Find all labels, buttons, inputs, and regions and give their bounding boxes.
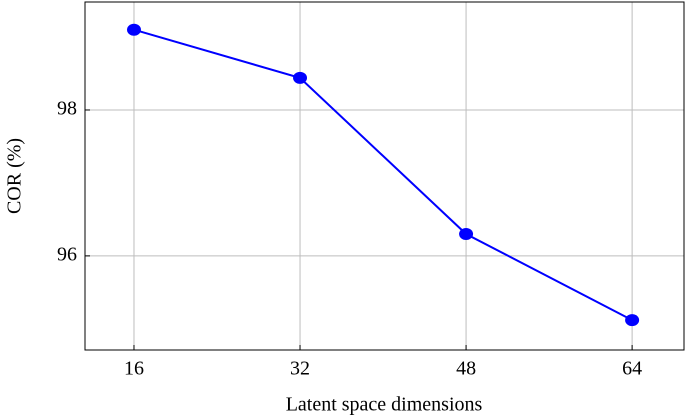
data-line — [133, 28, 633, 321]
data-point — [126, 23, 141, 36]
plot-frame — [84, 1, 685, 351]
y-tick-label: 98 — [57, 98, 77, 120]
y-tick-label: 96 — [57, 243, 77, 265]
data-point — [293, 71, 308, 84]
x-axis-label: Latent space dimensions — [286, 394, 483, 416]
data-point — [459, 228, 474, 240]
x-tick-label: 32 — [290, 358, 310, 380]
x-tick-label: 48 — [456, 358, 476, 380]
x-tick-label: 16 — [124, 358, 144, 380]
x-tick-label: 64 — [622, 358, 642, 380]
y-axis-label: COR (%) — [4, 138, 26, 214]
data-point — [625, 314, 640, 327]
